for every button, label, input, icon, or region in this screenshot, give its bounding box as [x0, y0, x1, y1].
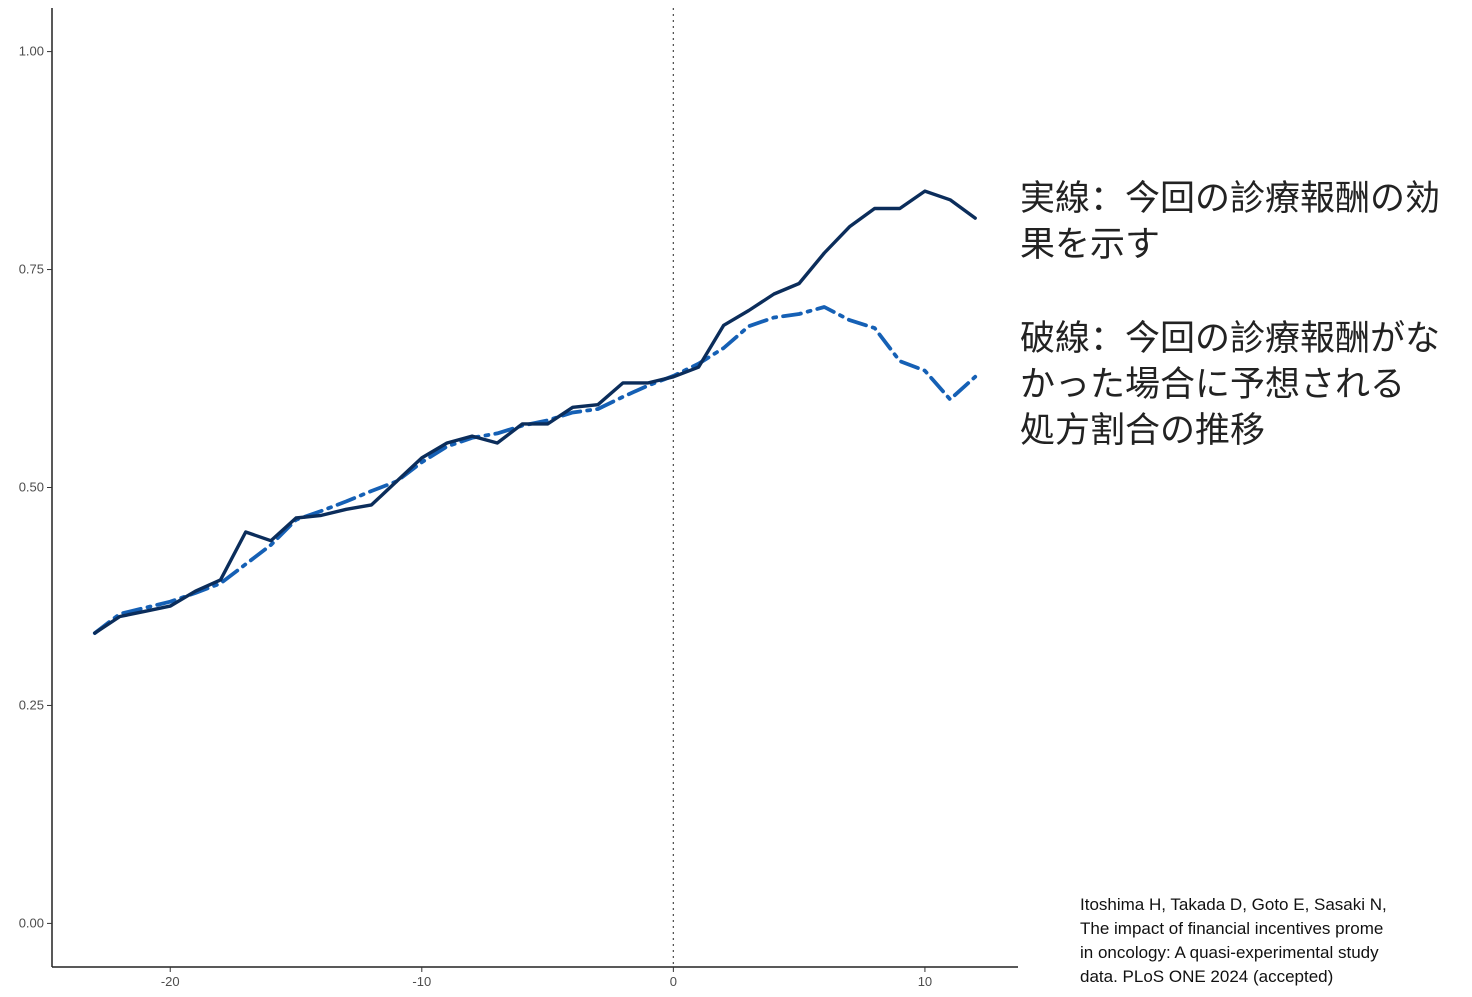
solid-line-note: 実線：今回の診療報酬の効 果を示す — [1020, 176, 1440, 268]
axes: 0.00 0.25 0.50 0.75 1.00 -20 -10 0 10 — [19, 8, 1018, 989]
y-tick-label: 0.25 — [19, 697, 44, 712]
series-group — [92, 189, 978, 635]
x-tick-label: -10 — [412, 974, 431, 989]
y-tick-label: 1.00 — [19, 44, 44, 59]
x-tick-label: -20 — [161, 974, 180, 989]
citation-line-4: data. PLoS ONE 2024 (accepted) — [1080, 967, 1334, 986]
solid-note-line-1: 実線：今回の診療報酬の効 — [1020, 179, 1441, 219]
x-tick-label: 10 — [918, 974, 932, 989]
series-line-solid — [93, 189, 977, 635]
citation: Itoshima H, Takada D, Goto E, Sasaki N, … — [1080, 893, 1387, 989]
series-line-dashed — [92, 305, 978, 635]
x-tick-label: 0 — [670, 974, 677, 989]
dashed-note-line-1: 破線：今回の診療報酬がな — [1020, 319, 1441, 359]
citation-line-1: Itoshima H, Takada D, Goto E, Sasaki N, — [1080, 895, 1387, 914]
dashed-note-line-2: かった場合に予想される — [1020, 365, 1406, 405]
citation-line-2: The impact of financial incentives prome — [1080, 919, 1384, 938]
dashed-note-line-3: 処方割合の推移 — [1020, 411, 1266, 451]
solid-note-line-2: 果を示す — [1020, 225, 1161, 265]
y-tick-label: 0.50 — [19, 480, 44, 495]
dashed-line-note: 破線：今回の診療報酬がな かった場合に予想される 処方割合の推移 — [1020, 316, 1440, 454]
citation-line-3: in oncology: A quasi-experimental study — [1080, 943, 1379, 962]
y-tick-label: 0.00 — [19, 915, 44, 930]
y-tick-label: 0.75 — [19, 262, 44, 277]
